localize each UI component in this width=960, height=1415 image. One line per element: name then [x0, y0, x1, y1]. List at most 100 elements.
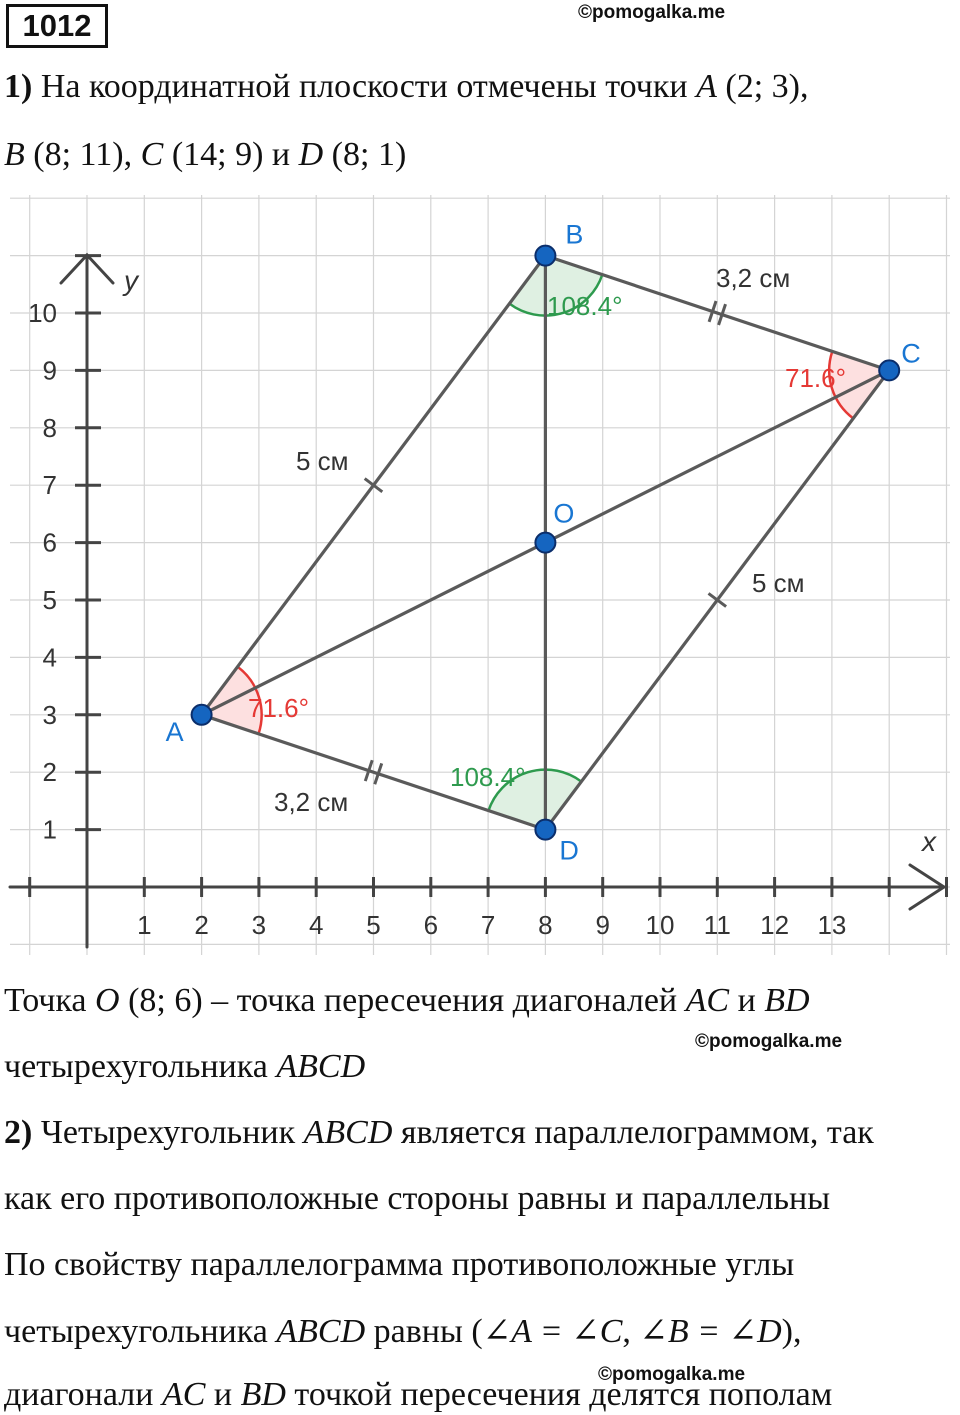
point-C [878, 359, 901, 382]
text-quadrilateral-2: четырехугольника [4, 1313, 277, 1350]
axes [8, 252, 947, 949]
equal-side-marks [363, 300, 728, 785]
x-tick-label: 5 [366, 910, 380, 940]
text-point-O: O [95, 982, 120, 1019]
part2-number: 2) [4, 1114, 33, 1151]
text-diagonal-BD: BD [764, 982, 810, 1019]
text-point-intro: Точка [4, 982, 96, 1019]
angle-label-A: 71.6° [248, 693, 309, 723]
x-tick-label: 7 [481, 910, 495, 940]
hash-BC [717, 303, 727, 326]
part1-line2: B (8; 11), C (14; 9) и D (8; 1) [4, 136, 406, 174]
hash-AB [363, 477, 384, 493]
text-bisect: точкой пересечения делятся пополам [285, 1376, 833, 1413]
part2-text-pre: Четырехугольник [32, 1114, 304, 1151]
text-ABCD: ABCD [276, 1048, 366, 1085]
y-tick-label: 5 [43, 585, 57, 615]
text-intersection: (8; 6) – точка пересечения диагоналей [119, 982, 686, 1019]
text-comma: , [622, 1313, 640, 1350]
angle-B-arc [508, 274, 604, 317]
point-B-coords: (8; 11), [24, 136, 141, 173]
x-tick-label: 10 [646, 910, 675, 940]
part2-ABCD: ABCD [303, 1114, 393, 1151]
text-AC-2: AC [161, 1376, 206, 1413]
side-label-DA: 3,2 см [274, 787, 348, 817]
side-label-AB: 5 см [296, 446, 349, 476]
x-tick-label: 11 [704, 910, 731, 940]
part1-text: На координатной плоскости отмечены точки [32, 68, 697, 105]
side-label-BC: 3,2 см [716, 263, 790, 293]
x-tick-label: 3 [252, 910, 266, 940]
x-tick-label: 1 [137, 910, 151, 940]
angle-label-B: 108.4° [547, 291, 622, 321]
watermark-top: ©pomogalka.me [578, 2, 726, 23]
y-tick-label: 4 [43, 642, 57, 672]
text-angle-eq-2: ∠B = ∠D [639, 1313, 782, 1350]
text-line-7: диагонали AC и BD точкой пересечения дел… [4, 1376, 832, 1414]
points: A B C D O [166, 220, 921, 866]
part1-line1: 1) На координатной плоскости отмечены то… [4, 68, 808, 106]
text-line-6: четырехугольника ABCD равны (∠A = ∠C, ∠B… [4, 1311, 802, 1351]
y-tick-label: 8 [43, 413, 57, 443]
x-tick-label: 8 [538, 910, 552, 940]
point-A-coords: (2; 3), [716, 68, 809, 105]
text-line-4: как его противоположные стороны равны и … [4, 1180, 831, 1217]
x-axis-label: x [920, 826, 937, 857]
part2-text-post: является параллелограммом, так [392, 1114, 874, 1151]
hash-CD [707, 592, 728, 608]
y-tick-label: 10 [28, 298, 57, 328]
y-tick-label: 2 [43, 757, 57, 787]
y-tick-label: 3 [43, 700, 57, 730]
text-diagonal-AC: AC [685, 982, 730, 1019]
hash-DA [373, 762, 384, 785]
point-label-B: B [565, 220, 583, 250]
point-label-O: O [553, 499, 574, 529]
y-tick-label: 9 [43, 355, 57, 385]
task-number: 1012 [6, 4, 108, 48]
watermark-bottom: ©pomogalka.me [598, 1364, 746, 1385]
point-label-A: A [166, 717, 184, 747]
point-D [534, 818, 557, 841]
angle-D-fill [488, 769, 582, 830]
angle-label-D: 108.4° [450, 762, 525, 792]
angle-A-arc [236, 665, 263, 735]
segment-DA [200, 713, 548, 832]
x-tick-label: 2 [194, 910, 208, 940]
text-line-5: По свойству параллелограмма противополож… [4, 1246, 795, 1283]
text-angle-eq-1: ∠A = ∠C [482, 1313, 623, 1350]
y-tick-label: 6 [43, 528, 57, 558]
text-diagonals: диагонали [4, 1376, 162, 1413]
y-tick-label: 7 [43, 470, 57, 500]
text-line-2: четырехугольника ABCD [4, 1048, 365, 1086]
text-line6-end: ), [781, 1313, 802, 1350]
hash-BC [707, 300, 718, 323]
angle-label-C: 71.6° [785, 363, 846, 393]
text-line-1: Точка O (8; 6) – точка пересечения диаго… [4, 982, 810, 1020]
angle-D-arc [487, 768, 583, 811]
point-O [534, 531, 557, 554]
y-axis-label: y [122, 265, 140, 296]
text-and-2: и [205, 1376, 241, 1413]
x-axis-arrow [908, 863, 947, 911]
y-tick-label: 1 [43, 815, 57, 845]
text-line-3: 2) Четырехугольник ABCD является паралле… [4, 1114, 874, 1152]
watermark-middle: ©pomogalka.me [695, 1031, 843, 1052]
x-tick-label: 12 [760, 910, 789, 940]
segment-BC [543, 253, 891, 372]
point-C-name: C [140, 136, 164, 173]
side-label-CD: 5 см [752, 568, 805, 598]
angle-C-arc [827, 351, 854, 420]
figure-labels: x y 5 см 3,2 см 5 см 3,2 см 71.6° 108.4°… [122, 263, 937, 857]
angle-B-fill [509, 255, 603, 316]
point-B [534, 244, 557, 267]
hash-DA [363, 759, 374, 782]
point-A-name: A [696, 68, 717, 105]
text-and: и [729, 982, 765, 1019]
point-C-coords: (14; 9) и [163, 136, 299, 173]
point-label-D: D [559, 836, 579, 866]
point-label-C: C [901, 338, 921, 368]
part1-number: 1) [4, 68, 33, 105]
x-tick-label: 6 [424, 910, 438, 940]
